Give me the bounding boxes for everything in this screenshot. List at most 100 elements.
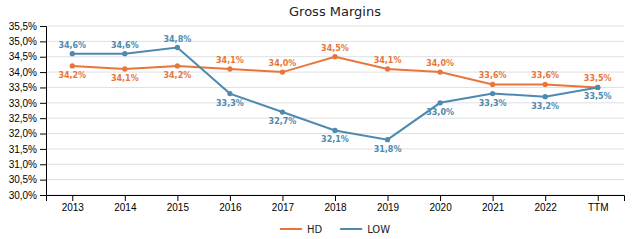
tick: 2021 xyxy=(482,195,505,213)
plot: 30,0% 30,5% 31,0% 31,5% 32,0% 32,5% 33,0% 33,5%… xyxy=(9,21,625,213)
data-label: 34,0% xyxy=(269,59,297,68)
tick: 2019 xyxy=(377,195,400,213)
data-label: 34,1% xyxy=(374,56,402,65)
tick-label: 31,0% xyxy=(9,159,37,170)
point xyxy=(437,69,442,74)
tick-mark xyxy=(40,195,46,196)
tick: 34,0% xyxy=(9,67,46,78)
tick-mark xyxy=(282,195,283,201)
data-label: 34,1% xyxy=(111,74,139,83)
tick-label: 2020 xyxy=(429,202,452,213)
point xyxy=(227,91,232,96)
tick-label: 32,5% xyxy=(9,113,37,124)
point xyxy=(490,82,495,87)
axis-line xyxy=(40,27,47,196)
tick-mark xyxy=(335,195,336,201)
legend-label: LOW xyxy=(367,224,390,235)
point xyxy=(280,109,285,114)
marks xyxy=(70,45,601,142)
point xyxy=(543,94,548,99)
tick-label: 32,0% xyxy=(9,128,37,139)
tick-label: 2015 xyxy=(167,202,190,213)
tick: 2014 xyxy=(114,195,137,213)
point xyxy=(490,91,495,96)
tick-label: 35,0% xyxy=(9,36,37,47)
tick-label: 2014 xyxy=(114,202,137,213)
tick: 30,5% xyxy=(9,174,46,185)
tick: 33,5% xyxy=(9,82,46,93)
tick-mark xyxy=(40,103,46,104)
point xyxy=(280,69,285,74)
grid-line xyxy=(46,164,624,165)
grid-line xyxy=(46,26,624,27)
point xyxy=(227,66,232,71)
data-label: 33,3% xyxy=(216,99,244,108)
x-axis: 2013 2014 2015 2016 2017 2018 2019 2020 2021 2022… xyxy=(47,195,625,213)
tick-mark xyxy=(598,195,599,201)
point xyxy=(385,137,390,142)
data-label: 33,5% xyxy=(584,92,612,101)
tick-label: 2016 xyxy=(219,202,242,213)
data-label: 34,8% xyxy=(163,35,191,44)
data-label: 34,2% xyxy=(163,71,191,80)
point xyxy=(70,63,75,68)
grid-line xyxy=(46,133,624,134)
tick: 2015 xyxy=(167,195,190,213)
tick: 35,0% xyxy=(9,36,46,47)
grid-line xyxy=(46,118,624,119)
point xyxy=(175,45,180,50)
series-line xyxy=(72,48,597,140)
data-label: 34,1% xyxy=(216,56,244,65)
point xyxy=(122,51,127,56)
tick-label: 2017 xyxy=(272,202,295,213)
point xyxy=(175,63,180,68)
tick-label: 30,5% xyxy=(9,174,37,185)
data-label: 33,6% xyxy=(531,71,559,80)
grid-line xyxy=(46,179,624,180)
tick-mark xyxy=(40,26,46,27)
point xyxy=(437,100,442,105)
legend-label: HD xyxy=(307,224,323,235)
tick-mark xyxy=(40,57,46,58)
tick-label: 2018 xyxy=(324,202,347,213)
tick: 2018 xyxy=(324,195,347,213)
tick: 31,5% xyxy=(9,144,46,155)
chart: 30,0% 30,5% 31,0% 31,5% 32,0% 32,5% 33,0% 33,5%… xyxy=(0,0,640,239)
tick-label: 2019 xyxy=(377,202,400,213)
tick-label: 2022 xyxy=(535,202,558,213)
point xyxy=(385,66,390,71)
point xyxy=(595,85,600,90)
data-labels: 34,2%34,6%34,1%34,6%34,2%34,8%34,1%33,3%… xyxy=(58,35,611,154)
legend: HD LOW xyxy=(280,224,390,235)
tick-label: 31,5% xyxy=(9,144,37,155)
tick-mark xyxy=(388,195,389,201)
legend-item: LOW xyxy=(340,224,390,235)
tick-label: 33,0% xyxy=(9,98,37,109)
tick: 31,0% xyxy=(9,159,46,170)
tick-mark xyxy=(40,118,46,119)
tick-label: 35,5% xyxy=(9,21,37,32)
tick: 2016 xyxy=(219,195,242,213)
tick: 32,5% xyxy=(9,113,46,124)
tick: 30,0% xyxy=(9,190,46,201)
data-label: 33,2% xyxy=(531,102,559,111)
tick: 35,5% xyxy=(9,21,46,32)
tick-label: 33,5% xyxy=(9,82,37,93)
tick-mark xyxy=(40,134,46,135)
tick: 2013 xyxy=(62,195,85,213)
tick-mark xyxy=(125,195,126,201)
tick-label: 2021 xyxy=(482,202,505,213)
tick-mark xyxy=(40,72,46,73)
tick-mark xyxy=(40,164,46,165)
tick-mark xyxy=(40,41,46,42)
tick-mark xyxy=(40,149,46,150)
tick-label: 2013 xyxy=(62,202,85,213)
legend-swatch xyxy=(340,228,362,230)
y-axis: 30,0% 30,5% 31,0% 31,5% 32,0% 32,5% 33,0% 33,5%… xyxy=(9,21,47,201)
data-label: 33,3% xyxy=(479,99,507,108)
data-label: 34,5% xyxy=(321,44,349,53)
tick: 2022 xyxy=(535,195,558,213)
tick: 34,5% xyxy=(9,51,46,62)
tick-mark xyxy=(40,180,46,181)
grid xyxy=(46,26,624,195)
